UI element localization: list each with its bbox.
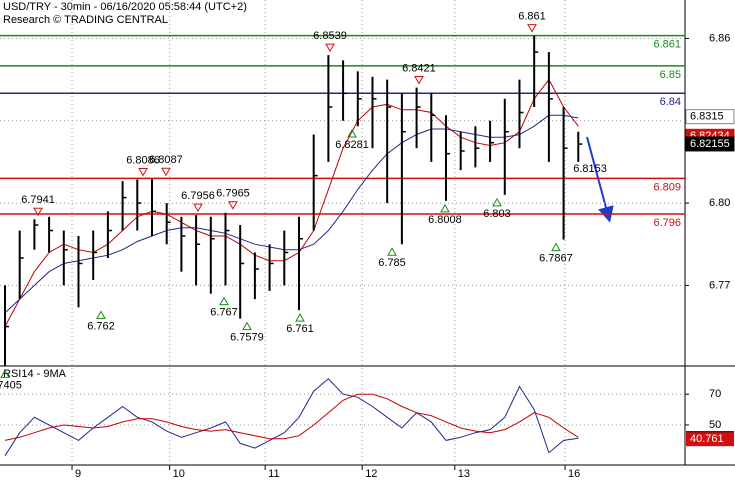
trough-label: 6.785 [378, 257, 406, 269]
trough-label: 6.803 [483, 208, 511, 220]
y-tick-label: 6.77 [709, 279, 730, 291]
y-tick-label: 6.86 [709, 32, 730, 44]
rsi-line [4, 393, 579, 441]
trough-label: 6.7405 [0, 379, 22, 391]
peak-marker [325, 43, 335, 53]
peak-label: 6.861 [518, 11, 546, 23]
level-label: 6.84 [660, 96, 681, 108]
rsi-tag [686, 432, 734, 447]
rsi-tag-label: 40.761 [690, 433, 724, 445]
chart-subtitle: Research © TRADING CENTRAL [3, 14, 168, 26]
peak-label: 6.7965 [216, 188, 250, 200]
x-tick-label: 11 [268, 468, 279, 480]
trough-marker [387, 247, 397, 256]
price-tag [685, 109, 735, 125]
rsi-title: RSI14 - 9MA [3, 368, 67, 380]
rsi-line [4, 378, 579, 457]
peak-marker [228, 201, 238, 210]
peak-label: 6.8086 [126, 154, 160, 166]
rsi-tick-label: 70 [709, 388, 721, 400]
trough-label: 6.8008 [428, 214, 462, 226]
level-label: 6.85 [660, 69, 681, 81]
peak-marker [33, 207, 43, 217]
trough-label: 6.8281 [335, 139, 369, 151]
peak-marker [161, 167, 171, 177]
trough-marker [242, 321, 252, 331]
trough-marker [492, 197, 502, 207]
peak-marker [193, 203, 203, 213]
level-label: 6.796 [653, 217, 681, 229]
moving-average [4, 78, 579, 327]
peak-marker [414, 76, 424, 85]
trough-marker [219, 296, 229, 306]
trough-marker [347, 128, 357, 138]
trough-marker [440, 203, 450, 213]
trough-marker [0, 369, 10, 378]
peak-label: 6.8539 [313, 30, 347, 42]
peak-marker [527, 24, 537, 33]
peak-label: 6.7941 [21, 194, 55, 206]
trough-marker [96, 310, 106, 319]
x-tick-label: 10 [173, 468, 185, 480]
forecast-arrow [586, 136, 614, 223]
price-tag-label: 6.8315 [690, 111, 724, 123]
trough-label: 6.7867 [539, 252, 573, 264]
trough-marker [551, 242, 561, 252]
trough-marker [295, 313, 305, 322]
y-tick-label: 6.80 [709, 197, 730, 209]
x-tick-label: 12 [365, 468, 377, 480]
trough-label: 6.767 [210, 307, 238, 319]
peak-label: 6.8421 [402, 62, 436, 74]
trough-label: 6.761 [286, 323, 314, 335]
peak-label: 6.8087 [149, 154, 183, 166]
moving-average [4, 114, 579, 314]
note-label: 6.8153 [573, 163, 607, 175]
peak-label: 6.7956 [181, 190, 215, 202]
chart-title: USD/TRY - 30min - 06/16/2020 05:58:44 (U… [3, 1, 247, 13]
rsi-tick-label: 50 [709, 419, 721, 431]
level-label: 6.861 [653, 39, 681, 51]
peak-marker [138, 167, 148, 177]
x-tick-label: 16 [568, 468, 580, 480]
price-tag-label: 6.82155 [690, 138, 730, 150]
trough-label: 6.7579 [230, 332, 264, 344]
trough-label: 6.762 [87, 320, 115, 332]
level-label: 6.809 [653, 181, 681, 193]
x-tick-label: 13 [458, 468, 470, 480]
price-tag [685, 136, 735, 152]
x-tick-label: 9 [75, 468, 81, 480]
